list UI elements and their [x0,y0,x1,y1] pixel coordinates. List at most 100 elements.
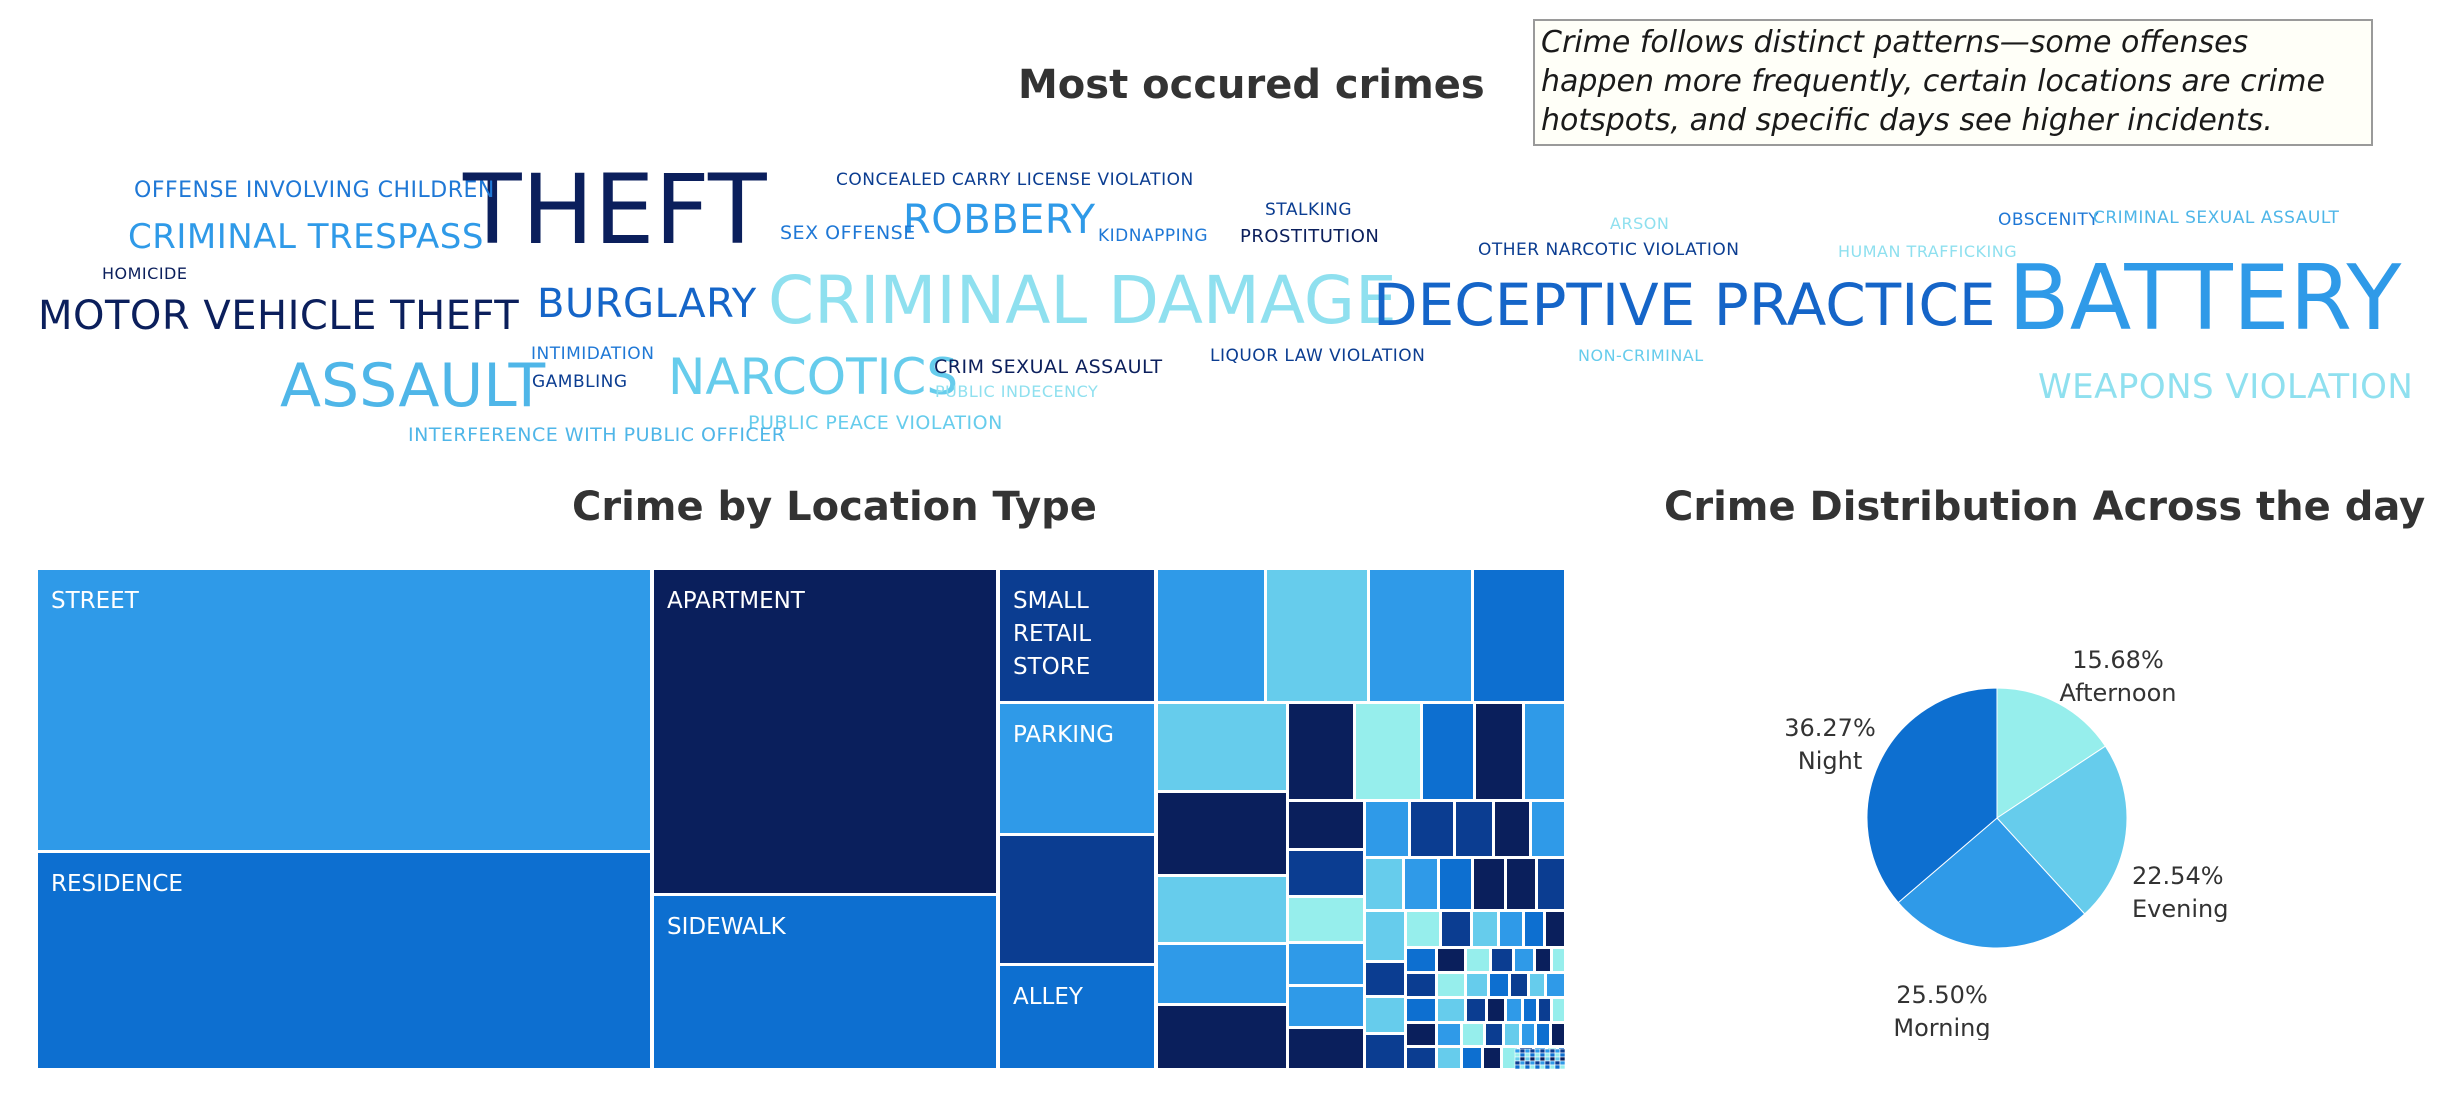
pie-value-label: 36.27% [1784,714,1876,742]
treemap-cell [1535,1022,1551,1047]
wordcloud-word: SEX OFFENSE [780,222,916,244]
treemap-cell [1474,702,1524,801]
treemap-cell [1524,1052,1531,1058]
pie-value-label: 15.68% [2072,646,2164,674]
treemap-cell [1544,1060,1551,1066]
treemap-cell [652,569,998,895]
treemap-cell [1509,972,1529,998]
treemap-cell [1405,997,1437,1023]
treemap-cell [1364,857,1404,911]
treemap-cell [1529,1052,1536,1058]
treemap-cell [1156,791,1288,876]
treemap-cell [1403,857,1439,911]
treemap-cell [1520,1022,1536,1047]
treemap-cell [1554,1060,1561,1066]
treemap-cell [1551,997,1565,1023]
treemap-cell [1534,1064,1541,1069]
treemap-cell [1465,947,1491,973]
treemap-label: SIDEWALK [667,914,787,940]
treemap-label: ALLEY [1013,984,1084,1010]
wordcloud-word: BURGLARY [537,281,757,327]
wordcloud-word: NARCOTICS [668,348,959,406]
treemap-cell [1156,875,1288,944]
treemap-cell [1554,1052,1561,1058]
treemap-title: Crime by Location Type [572,484,1097,530]
treemap-cell [1364,1033,1406,1069]
treemap-cell [1472,569,1565,703]
treemap-label: RESIDENCE [51,871,183,897]
treemap-cell [1559,1060,1565,1066]
treemap-cell [1488,972,1510,998]
wordcloud-word: ROBBERY [903,197,1096,243]
treemap-cell [1554,1056,1561,1062]
treemap-label: PARKING [1013,722,1114,748]
treemap-cell [1544,1048,1551,1054]
treemap-cell [1436,997,1466,1023]
treemap-cell [1364,910,1406,962]
pie-title: Crime Distribution Across the day [1664,484,2426,530]
wordcloud-word: OFFENSE INVOLVING CHILDREN [134,178,495,203]
treemap-cell [1544,1056,1551,1062]
pie-slice [1996,745,2128,915]
treemap-cell [1465,972,1489,998]
wordcloud: THEFT BATTERY CRIMINAL DAMAGE DECEPTIVE PRA… [0,0,2448,460]
treemap-label: STORE [1013,654,1090,680]
wordcloud-word: INTERFERENCE WITH PUBLIC OFFICER [408,424,786,446]
treemap-cell [1156,569,1266,703]
treemap-cell [1156,1004,1288,1069]
wordcloud-word: MOTOR VEHICLE THEFT [38,293,520,339]
treemap-cell [1550,1022,1565,1047]
wordcloud-word: CRIM SEXUAL ASSAULT [934,356,1163,378]
treemap-cell [1524,1060,1531,1066]
treemap-cell [1523,910,1545,948]
treemap-cell [1438,857,1473,911]
treemap-cell [37,851,652,1069]
treemap-cell [1409,800,1455,858]
wordcloud-title: Most occured crimes [1018,62,1485,108]
treemap-cell [1514,1056,1521,1062]
location-treemap: STREET RESIDENCE APARTMENT SIDEWALK SMALL RET… [37,569,1565,1069]
treemap-cell [1405,910,1441,948]
wordcloud-word: PUBLIC INDECENCY [935,382,1099,401]
wordcloud-word: ARSON [1610,214,1670,233]
treemap-cell [1549,1052,1556,1058]
treemap-cell [1524,1056,1531,1062]
treemap-cell [1529,1060,1536,1066]
treemap-cell [1436,1046,1462,1069]
treemap-cell [1454,800,1494,858]
treemap-cell [1287,1027,1365,1069]
treemap-cell [1514,1060,1521,1066]
treemap-cell [1559,1052,1565,1058]
treemap-cell [1539,1060,1546,1066]
treemap-cell [1482,1046,1502,1069]
pie-category-label: Morning [1893,1014,1990,1040]
time-of-day-pie: 15.68% Afternoon 22.54% Evening 25.50% Mornin… [1784,646,2228,1040]
wordcloud-word: OTHER NARCOTIC VIOLATION [1478,240,1740,260]
treemap-cell [998,964,1156,1069]
treemap-cell [1529,1048,1536,1054]
treemap-cell [1287,849,1365,897]
treemap-cell [1465,997,1487,1023]
treemap-cell [1405,947,1437,973]
treemap-cell [1472,857,1506,911]
annotation-box: Crime follows distinct patterns—some off… [1533,19,2373,146]
treemap-cell [1524,1048,1531,1054]
treemap-label: APARTMENT [667,588,806,614]
treemap-cell [1265,569,1369,703]
pie-value-label: 22.54% [2132,862,2224,890]
wordcloud-word: LIQUOR LAW VIOLATION [1210,346,1426,366]
treemap-cell [1549,1060,1556,1066]
treemap-cell [1519,1064,1526,1069]
treemap-cell [1519,1056,1526,1062]
treemap-cell [1440,910,1472,948]
treemap-cell [1537,997,1552,1023]
treemap-cell [1522,997,1538,1023]
treemap-cell [1549,1064,1556,1069]
treemap-cell [1530,800,1565,858]
treemap-cell [1405,1022,1437,1047]
treemap-label: STREET [51,588,140,614]
treemap-cell [1503,1022,1521,1047]
treemap-cell [1514,1064,1521,1069]
pie-category-label: Afternoon [2060,679,2177,707]
treemap-cell [1529,1064,1536,1069]
